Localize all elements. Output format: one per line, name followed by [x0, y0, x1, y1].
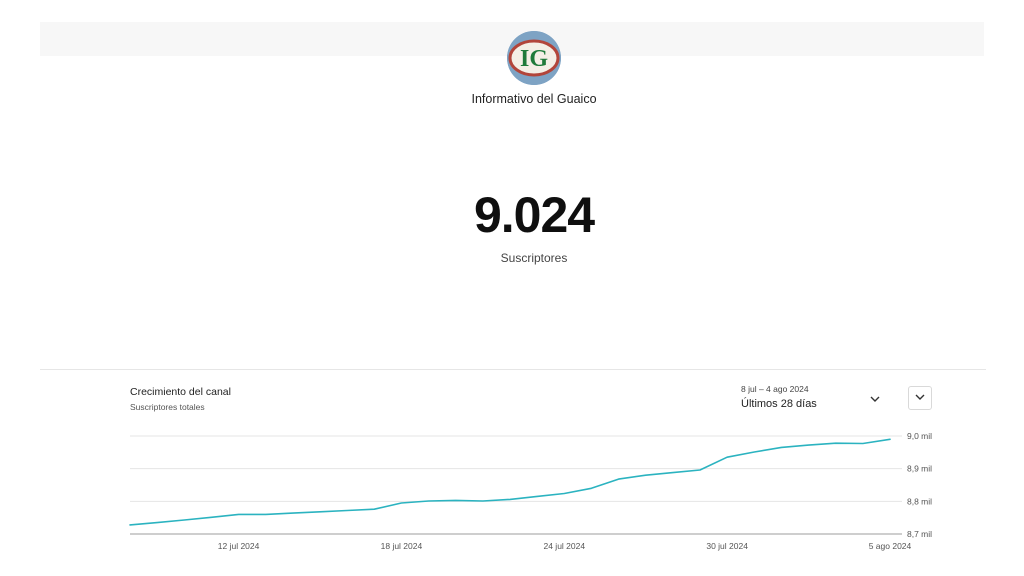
subscriber-label: Suscriptores [500, 251, 568, 265]
x-tick-label: 18 jul 2024 [381, 541, 423, 551]
section-divider [40, 369, 986, 370]
series-line [129, 438, 891, 526]
y-tick-label: 8,7 mil [907, 529, 932, 539]
x-tick-label: 24 jul 2024 [543, 541, 585, 551]
expand-chart-button[interactable] [908, 386, 932, 410]
chevron-down-icon [914, 389, 926, 407]
chevron-down-icon[interactable] [866, 392, 884, 406]
x-tick-label: 12 jul 2024 [218, 541, 260, 551]
y-tick-label: 9,0 mil [907, 431, 932, 441]
channel-name: Informativo del Guaico [471, 92, 597, 106]
x-tick-label: 5 ago 2024 [869, 541, 912, 551]
y-tick-label: 8,9 mil [907, 464, 932, 474]
subscriber-count: 9.024 [473, 187, 595, 243]
card-subtitle: Suscriptores totales [130, 402, 205, 412]
date-range-label[interactable]: Últimos 28 días [741, 398, 817, 410]
y-tick-label: 8,8 mil [907, 496, 932, 506]
x-tick-label: 30 jul 2024 [706, 541, 748, 551]
date-range-dates: 8 jul – 4 ago 2024 [741, 384, 809, 394]
svg-text:IG: IG [520, 46, 548, 72]
channel-logo-icon: IG [507, 31, 561, 85]
card-title: Crecimiento del canal [130, 386, 231, 398]
avatar[interactable]: IG [507, 31, 561, 85]
